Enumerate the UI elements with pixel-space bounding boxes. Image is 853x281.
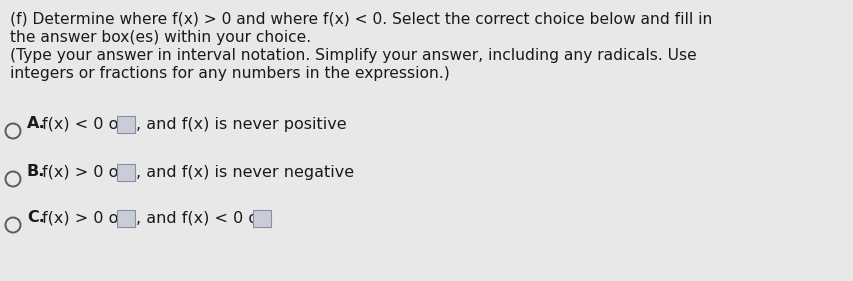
Text: the answer box(es) within your choice.: the answer box(es) within your choice.	[10, 30, 310, 45]
Text: f(x) > 0 on: f(x) > 0 on	[42, 210, 129, 225]
Text: integers or fractions for any numbers in the expression.): integers or fractions for any numbers in…	[10, 66, 450, 81]
Text: f(x) < 0 on: f(x) < 0 on	[42, 117, 129, 132]
Text: C.: C.	[27, 210, 45, 225]
FancyBboxPatch shape	[117, 210, 135, 226]
FancyBboxPatch shape	[117, 164, 135, 180]
Text: A.: A.	[27, 117, 46, 132]
Text: f(x) > 0 on: f(x) > 0 on	[42, 164, 129, 180]
Text: B.: B.	[27, 164, 45, 180]
FancyBboxPatch shape	[117, 115, 135, 133]
Text: , and f(x) is never positive: , and f(x) is never positive	[136, 117, 346, 132]
FancyBboxPatch shape	[253, 210, 271, 226]
Text: , and f(x) < 0 on: , and f(x) < 0 on	[136, 210, 268, 225]
Text: (Type your answer in interval notation. Simplify your answer, including any radi: (Type your answer in interval notation. …	[10, 48, 696, 63]
Text: , and f(x) is never negative: , and f(x) is never negative	[136, 164, 353, 180]
Text: (f) Determine where f(x) > 0 and where f(x) < 0. Select the correct choice below: (f) Determine where f(x) > 0 and where f…	[10, 12, 711, 27]
